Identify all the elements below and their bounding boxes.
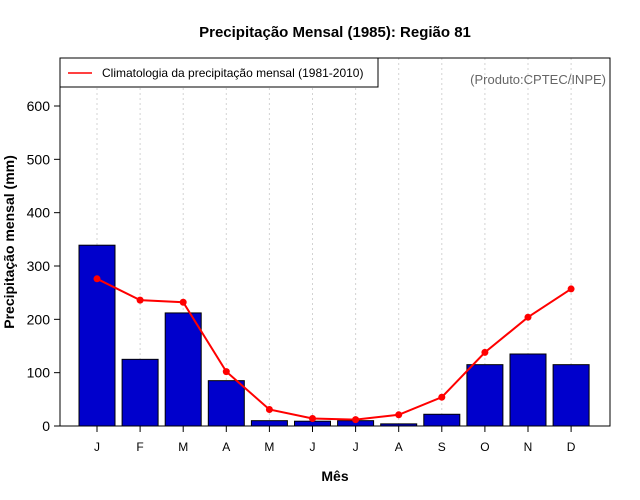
- climatology-point: [524, 313, 532, 321]
- x-tick-label: N: [524, 440, 533, 454]
- x-axis-label: Mês: [321, 468, 348, 484]
- climatology-point: [93, 275, 101, 283]
- y-tick-label: 0: [42, 418, 50, 434]
- climatology-point: [438, 393, 446, 401]
- x-tick-label: S: [438, 440, 446, 454]
- x-tick-label: O: [480, 440, 489, 454]
- bars: [78, 244, 590, 427]
- bar: [78, 244, 116, 427]
- bar: [250, 420, 288, 427]
- climatology-point: [136, 296, 144, 304]
- climatology-point: [481, 348, 489, 356]
- x-tick-label: M: [178, 440, 188, 454]
- y-tick-label: 200: [27, 311, 51, 327]
- bar: [164, 312, 202, 427]
- climatology-point: [395, 411, 403, 419]
- x-tick-label: A: [395, 440, 403, 454]
- x-tick-label: J: [310, 440, 316, 454]
- legend: Climatologia da precipitação mensal (198…: [59, 57, 379, 88]
- climatology-point: [222, 368, 230, 376]
- x-tick-label: J: [94, 440, 100, 454]
- y-tick-label: 300: [27, 258, 51, 274]
- y-tick-label: 100: [27, 365, 51, 381]
- y-tick-label: 600: [27, 98, 51, 114]
- x-tick-label: F: [136, 440, 143, 454]
- y-tick-label: 500: [27, 151, 51, 167]
- climatology-point: [265, 405, 273, 413]
- climatology-point: [352, 416, 360, 424]
- bar: [423, 413, 461, 427]
- legend-label: Climatologia da precipitação mensal (198…: [102, 66, 363, 80]
- bar: [121, 358, 159, 427]
- climatology-point: [309, 415, 316, 423]
- climatology-point: [567, 285, 575, 293]
- y-axis-label: Precipitação mensal (mm): [1, 155, 17, 329]
- x-tick-label: A: [222, 440, 230, 454]
- x-tick-label: J: [353, 440, 359, 454]
- credit-annotation: (Produto:CPTEC/INPE): [470, 72, 606, 87]
- climatology-point: [179, 298, 187, 306]
- y-tick-label: 400: [27, 205, 51, 221]
- bar: [509, 353, 547, 427]
- x-tick-label: M: [264, 440, 274, 454]
- y-ticks: 0 100 200 300 400 500 600: [27, 98, 60, 434]
- bar: [207, 380, 245, 427]
- bar: [466, 364, 504, 427]
- climatology-polyline: [96, 277, 572, 421]
- chart-title: Precipitação Mensal (1985): Região 81: [199, 24, 471, 41]
- bar: [552, 364, 590, 427]
- legend-box: [59, 57, 379, 88]
- x-tick-label: D: [567, 440, 576, 454]
- climatology-line: [93, 275, 575, 424]
